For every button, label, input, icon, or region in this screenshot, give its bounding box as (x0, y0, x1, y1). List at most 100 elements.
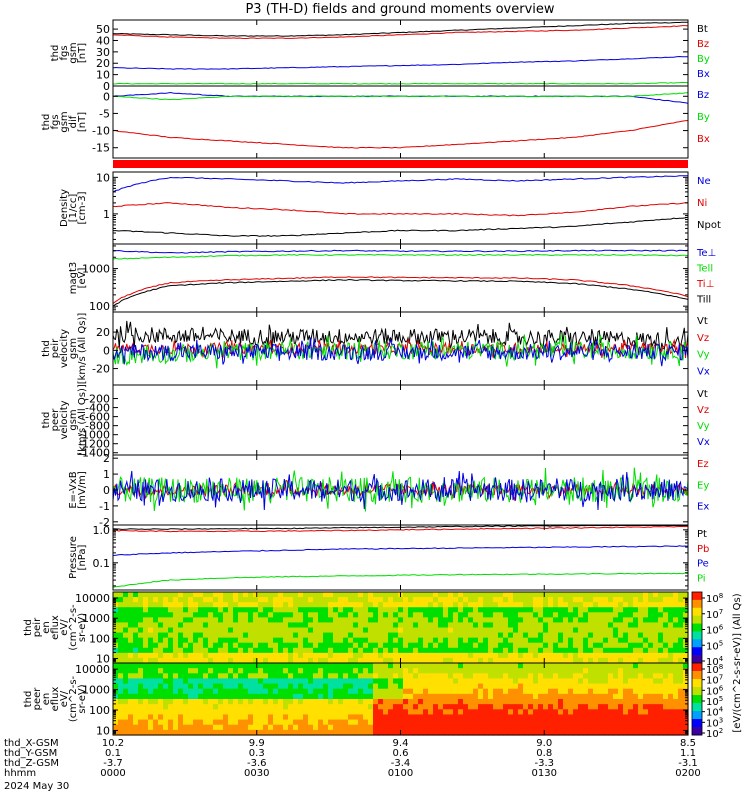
spec-cell (228, 663, 234, 669)
spec-cell (513, 622, 519, 629)
spec-cell (488, 652, 494, 659)
spec-cell (238, 688, 244, 695)
spec-cell (393, 602, 399, 608)
spec-cell (623, 602, 629, 608)
spec-cell (473, 683, 479, 690)
spec-cell (373, 657, 379, 664)
spec-cell (473, 704, 479, 710)
spec-cell (683, 627, 689, 634)
spec-cell (303, 704, 309, 710)
spec-cell (163, 617, 169, 624)
spec-cell (333, 668, 339, 674)
spec-cell (173, 632, 179, 639)
spec-cell (338, 709, 344, 716)
spec-cell (373, 622, 379, 629)
spec-cell (368, 592, 374, 598)
spec-cell (463, 592, 469, 598)
spec-cell (493, 729, 499, 736)
spec-cell (668, 602, 674, 608)
series-Ne-line (112, 175, 689, 193)
spec-cell (168, 699, 174, 705)
spec-cell (548, 637, 554, 644)
spec-cell (313, 729, 319, 736)
spec-cell (453, 688, 459, 695)
spec-cell (583, 704, 589, 710)
spec-cell (518, 632, 524, 639)
spec-cell (173, 647, 179, 654)
spec-cell (518, 678, 524, 685)
spec-cell (163, 642, 169, 649)
spec-cell (323, 597, 329, 603)
spec-cell (643, 642, 649, 649)
spec-cell (403, 709, 409, 716)
spec-cell (258, 597, 264, 603)
spec-cell (368, 602, 374, 608)
y-axis-label: eflux (50, 615, 61, 640)
spec-cell (123, 668, 129, 674)
spec-cell (458, 693, 464, 700)
spec-cell (528, 724, 534, 731)
spec-cell (208, 647, 214, 654)
spec-cell (218, 637, 224, 644)
spec-cell (373, 663, 379, 669)
spec-cell (553, 673, 559, 680)
spec-cell (548, 607, 554, 613)
spec-cell (208, 657, 214, 664)
spec-cell (598, 668, 604, 674)
spec-cell (568, 663, 574, 669)
spec-cell (378, 683, 384, 690)
spec-cell (453, 719, 459, 726)
spec-cell (368, 709, 374, 716)
spec-cell (398, 597, 404, 603)
spec-cell (498, 607, 504, 613)
spec-cell (493, 612, 499, 618)
spec-cell (628, 673, 634, 680)
spec-cell (633, 622, 639, 629)
spec-cell (398, 683, 404, 690)
y-tick-label: -1400 (78, 447, 110, 460)
spec-cell (378, 657, 384, 664)
spec-cell (648, 709, 654, 716)
spec-cell (323, 632, 329, 639)
spec-cell (643, 714, 649, 721)
spec-cell (138, 657, 144, 664)
spec-cell (653, 724, 659, 731)
y-tick-label: 1000 (82, 612, 110, 625)
spec-cell (483, 602, 489, 608)
spec-cell (443, 592, 449, 598)
spec-cell (638, 602, 644, 608)
spec-cell (408, 678, 414, 685)
spec-cell (313, 637, 319, 644)
spec-cell (588, 602, 594, 608)
spec-cell (513, 647, 519, 654)
spec-cell (123, 714, 129, 721)
spec-cell (618, 627, 624, 634)
spec-cell (673, 657, 679, 664)
spec-cell (498, 729, 504, 736)
spec-cell (343, 704, 349, 710)
spec-cell (198, 668, 204, 674)
spec-cell (623, 714, 629, 721)
spec-cell (363, 622, 369, 629)
spec-cell (353, 673, 359, 680)
spec-cell (553, 602, 559, 608)
spec-cell (603, 617, 609, 624)
spec-cell (433, 693, 439, 700)
x-row-value: 9.4 (393, 738, 409, 749)
spec-cell (498, 699, 504, 705)
spec-cell (573, 673, 579, 680)
spec-cell (423, 688, 429, 695)
spec-cell (278, 688, 284, 695)
spec-cell (223, 637, 229, 644)
spec-cell (453, 683, 459, 690)
spec-cell (143, 612, 149, 618)
spec-cell (528, 714, 534, 721)
spec-cell (483, 709, 489, 716)
spec-cell (143, 683, 149, 690)
spec-cell (378, 622, 384, 629)
spec-cell (593, 647, 599, 654)
spec-cell (303, 602, 309, 608)
spec-cell (298, 617, 304, 624)
spec-cell (568, 688, 574, 695)
y-axis-label: [nT] (77, 112, 88, 132)
